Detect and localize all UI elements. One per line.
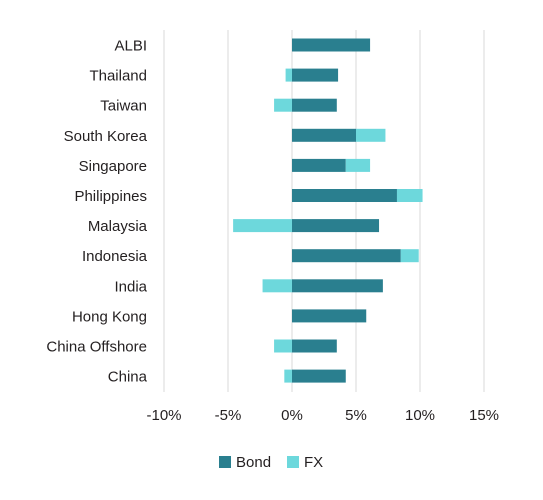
bar-fx-10 [274, 339, 292, 353]
x-tick-label: 10% [405, 407, 435, 424]
bar-fx-5 [396, 189, 423, 202]
legend-swatch-fx [287, 456, 299, 468]
bar-fx-2 [274, 98, 292, 112]
bar-bond-8 [292, 279, 383, 293]
category-label: China Offshore [46, 339, 147, 356]
bar-fx-6 [233, 219, 292, 233]
category-label: Malaysia [88, 218, 148, 235]
legend-swatch-bond [219, 456, 231, 468]
x-tick-label: -5% [215, 407, 242, 424]
category-label: Philippines [74, 188, 147, 205]
category-label: China [108, 369, 148, 386]
bars [233, 38, 423, 383]
legend-label-fx: FX [304, 454, 323, 471]
bar-bond-4 [292, 158, 346, 172]
bar-fx-1 [285, 68, 292, 82]
bar-bond-1 [292, 68, 339, 82]
category-label: Indonesia [82, 248, 148, 265]
bar-bond-6 [292, 219, 380, 233]
bar-fx-7 [400, 249, 419, 263]
bar-fx-11 [284, 369, 292, 383]
category-label: ALBI [114, 38, 147, 55]
x-tick-label: 5% [345, 407, 367, 424]
category-labels: ALBI Thailand Taiwan South Korea Singapore Ph… [46, 38, 147, 386]
x-tick-label: 0% [281, 407, 303, 424]
x-tick-label: -10% [146, 407, 181, 424]
bar-bond-7 [292, 249, 401, 263]
legend-label-bond: Bond [236, 454, 271, 471]
bar-bond-9 [292, 309, 367, 323]
legend: Bond FX [219, 454, 323, 471]
category-label: Singapore [79, 158, 147, 175]
bar-fx-8 [262, 279, 292, 293]
bar-bond-3 [292, 128, 356, 142]
category-label: South Korea [64, 128, 148, 145]
x-tick-labels: -10% -5% 0% 5% 10% 15% [146, 407, 499, 424]
grid-lines [163, 30, 485, 392]
bar-bond-2 [292, 98, 337, 112]
category-label: Hong Kong [72, 308, 147, 325]
x-tick-label: 15% [469, 407, 499, 424]
category-label: Taiwan [100, 98, 147, 115]
bar-bond-10 [292, 339, 337, 353]
category-label: India [114, 278, 147, 295]
bar-bond-11 [292, 369, 346, 383]
bar-bond-0 [292, 38, 371, 52]
category-label: Thailand [89, 68, 147, 85]
bar-fx-3 [356, 128, 386, 142]
bar-fx-4 [345, 158, 371, 172]
bar-bond-5 [292, 189, 397, 202]
